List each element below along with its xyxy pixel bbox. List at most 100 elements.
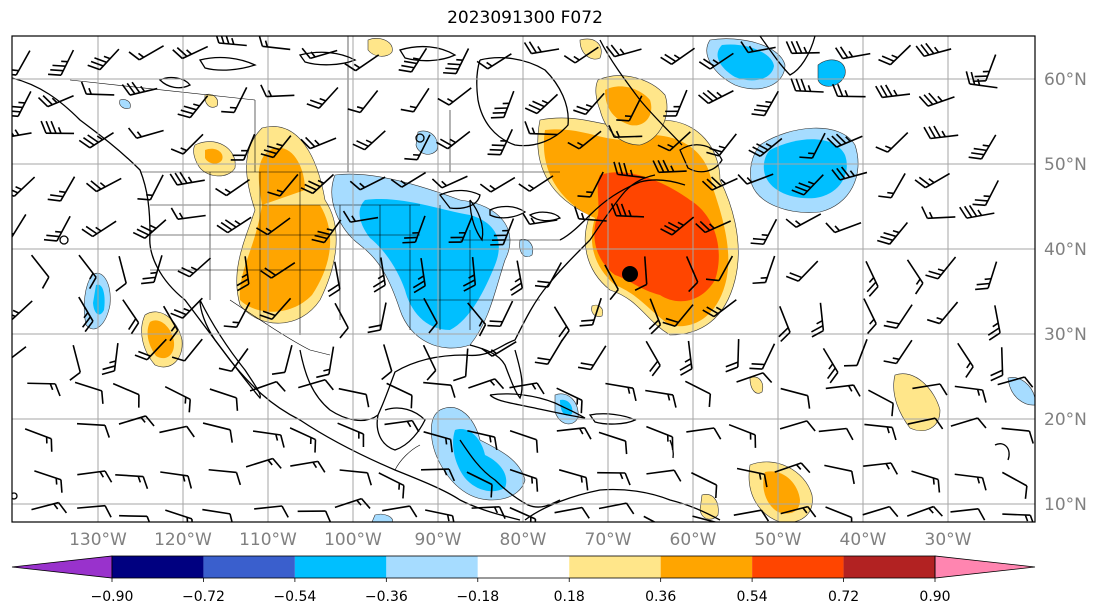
- wind-barb: [466, 471, 493, 498]
- graticule: [12, 36, 1035, 522]
- lat-label: 20°N: [1044, 410, 1087, 430]
- wind-barb: [423, 431, 453, 453]
- wind-barb: [78, 296, 94, 333]
- wind-barb: [297, 510, 332, 522]
- wind-barb: [553, 306, 570, 342]
- colorbar-tick-label: −0.18: [456, 589, 499, 605]
- latitude-labels: 60°N 50°N 40°N 30°N 20°N 10°N: [1044, 70, 1087, 515]
- lon-label: 30°W: [925, 530, 972, 550]
- wind-barb: [972, 180, 999, 207]
- wind-barb: [300, 136, 337, 150]
- wind-barb: [843, 338, 868, 367]
- wind-barb: [267, 173, 299, 197]
- wind-barb: [660, 47, 696, 65]
- wind-barb: [826, 133, 863, 148]
- wind-barb: [785, 40, 820, 55]
- wind-barb: [425, 509, 456, 522]
- wind-barb: [972, 54, 997, 83]
- wind-barb: [598, 431, 628, 455]
- wind-barb: [255, 217, 291, 236]
- wind-barb: [101, 343, 119, 376]
- wind-barb: [883, 339, 913, 365]
- wind-barb: [878, 173, 906, 199]
- wind-barb: [164, 386, 191, 413]
- wind-barb: [384, 419, 420, 433]
- colorbar-tick-label: −0.36: [365, 589, 408, 605]
- wind-barb: [87, 48, 120, 71]
- wind-barb: [12, 346, 27, 365]
- wind-barb: [605, 44, 642, 58]
- wind-barb: [610, 203, 645, 218]
- wind-barb: [663, 89, 688, 117]
- wind-barb: [338, 387, 370, 408]
- wind-barb: [737, 173, 774, 185]
- wind-barb: [926, 301, 959, 325]
- lat-label: 50°N: [1044, 155, 1087, 175]
- wind-barb: [1002, 513, 1035, 522]
- wind-barb: [339, 469, 373, 486]
- wind-barb: [912, 383, 948, 396]
- wind-barb: [725, 339, 740, 373]
- wind-barb: [957, 342, 974, 378]
- wind-barb: [705, 255, 734, 282]
- wind-barb: [950, 417, 987, 429]
- wind-barb: [423, 381, 456, 398]
- wind-barb: [230, 133, 256, 161]
- wind-barb: [300, 173, 335, 195]
- wind-barb: [218, 348, 249, 373]
- wind-barb: [660, 216, 695, 236]
- wind-barb: [298, 378, 334, 391]
- wind-barb: [824, 464, 855, 485]
- wind-barb: [481, 341, 517, 357]
- wind-barb: [522, 212, 558, 226]
- wind-barb: [437, 87, 472, 106]
- map-frame: [11, 35, 1036, 523]
- colorbar-segment: [386, 556, 478, 578]
- wind-barb: [878, 44, 912, 66]
- wind-barb: [923, 125, 959, 140]
- colorbar-segment: [294, 556, 387, 578]
- wind-barb: [925, 256, 957, 280]
- wind-barb: [12, 300, 33, 321]
- wind-barb: [573, 206, 607, 222]
- wind-barb: [598, 502, 635, 515]
- wind-barb: [616, 95, 643, 122]
- wind-barb: [453, 348, 469, 382]
- wind-barb: [613, 161, 646, 179]
- wind-barb: [864, 423, 897, 441]
- lon-label: 110°W: [239, 530, 297, 550]
- lon-label: 120°W: [154, 530, 212, 550]
- wind-barb: [509, 506, 537, 522]
- wind-barb: [558, 469, 589, 491]
- colorbar-outline: [111, 555, 936, 579]
- wind-barb: [748, 137, 783, 157]
- wind-barb: [968, 134, 997, 160]
- wind-barb: [24, 428, 53, 452]
- wind-barb: [27, 382, 61, 397]
- wind-barb: [518, 175, 554, 192]
- lat-label: 40°N: [1044, 240, 1087, 260]
- lon-label: 90°W: [415, 530, 462, 550]
- wind-barb: [245, 457, 282, 469]
- wind-barb: [214, 36, 247, 47]
- wind-barb: [950, 507, 986, 521]
- lon-label: 50°W: [755, 530, 802, 550]
- wind-barb: [311, 219, 342, 244]
- wind-barb: [208, 468, 242, 486]
- wind-barb: [691, 472, 718, 499]
- wind-barb: [382, 505, 418, 518]
- colorbar-segment: [843, 556, 935, 578]
- wind-barb: [260, 84, 295, 98]
- wind-barb: [252, 430, 285, 448]
- wind-barb: [749, 343, 776, 370]
- wind-barb: [605, 382, 637, 402]
- wind-barb: [223, 301, 251, 328]
- wind-barb: [177, 95, 209, 119]
- wind-barb: [254, 505, 289, 518]
- wind-barb: [509, 429, 539, 453]
- wind-barb: [216, 216, 252, 234]
- wind-barb: [868, 389, 894, 417]
- wind-barb: [778, 305, 791, 342]
- wind-barb: [77, 470, 113, 483]
- wind-barb: [702, 299, 737, 318]
